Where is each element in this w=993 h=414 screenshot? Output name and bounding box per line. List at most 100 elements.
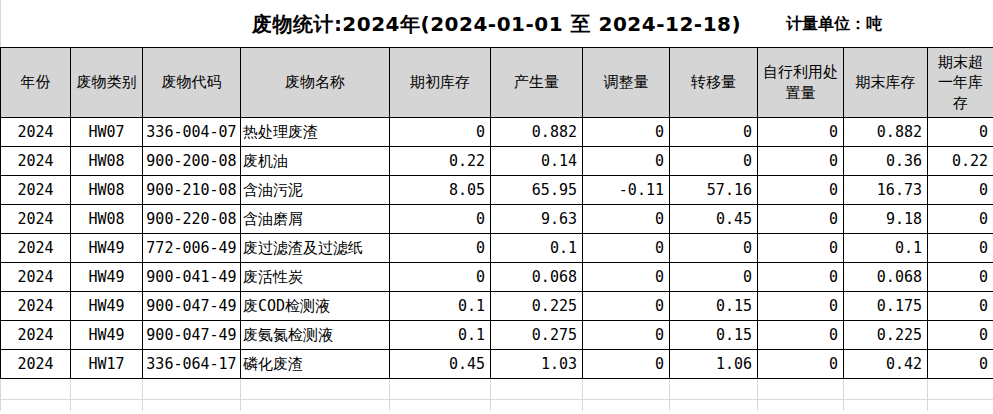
cell-closing-stock-over-one-year[interactable]: 0: [928, 205, 993, 234]
cell-generated-amount[interactable]: 0.14: [491, 147, 583, 176]
column-header-waste-category[interactable]: 废物类别: [71, 48, 143, 118]
cell-waste-name[interactable]: 废COD检测液: [241, 292, 390, 321]
cell-adjustment-amount[interactable]: 0: [583, 147, 670, 176]
cell-year[interactable]: 2024: [1, 147, 71, 176]
column-header-generated-amount[interactable]: 产生量: [491, 48, 583, 118]
cell-transferred-amount[interactable]: 0: [670, 118, 758, 147]
empty-cell[interactable]: [844, 399, 928, 411]
empty-cell[interactable]: [143, 399, 241, 411]
cell-waste-category[interactable]: HW08: [71, 147, 143, 176]
empty-cell[interactable]: [390, 399, 491, 411]
column-header-waste-code[interactable]: 废物代码: [143, 48, 241, 118]
cell-self-utilized-disposed-amount[interactable]: 0: [758, 176, 844, 205]
cell-closing-stock-over-one-year[interactable]: 0.22: [928, 147, 993, 176]
cell-adjustment-amount[interactable]: 0: [583, 292, 670, 321]
empty-cell[interactable]: [491, 379, 583, 399]
cell-closing-stock-over-one-year[interactable]: 0: [928, 118, 993, 147]
cell-waste-name[interactable]: 热处理废渣: [241, 118, 390, 147]
cell-opening-stock[interactable]: 0: [390, 234, 491, 263]
cell-adjustment-amount[interactable]: 0: [583, 263, 670, 292]
cell-self-utilized-disposed-amount[interactable]: 0: [758, 205, 844, 234]
cell-year[interactable]: 2024: [1, 321, 71, 350]
cell-opening-stock[interactable]: 0: [390, 205, 491, 234]
empty-cell[interactable]: [583, 379, 670, 399]
cell-transferred-amount[interactable]: 57.16: [670, 176, 758, 205]
empty-cell[interactable]: [143, 379, 241, 399]
cell-waste-name[interactable]: 含油磨屑: [241, 205, 390, 234]
cell-opening-stock[interactable]: 8.05: [390, 176, 491, 205]
empty-cell[interactable]: [1, 379, 71, 399]
cell-waste-name[interactable]: 废过滤渣及过滤纸: [241, 234, 390, 263]
cell-transferred-amount[interactable]: 1.06: [670, 350, 758, 379]
cell-year[interactable]: 2024: [1, 205, 71, 234]
cell-waste-code[interactable]: 900-041-49: [143, 263, 241, 292]
empty-cell[interactable]: [1, 399, 71, 411]
cell-waste-code[interactable]: 900-220-08: [143, 205, 241, 234]
empty-cell[interactable]: [241, 399, 390, 411]
cell-adjustment-amount[interactable]: -0.11: [583, 176, 670, 205]
cell-waste-code[interactable]: 900-210-08: [143, 176, 241, 205]
cell-self-utilized-disposed-amount[interactable]: 0: [758, 292, 844, 321]
empty-cell[interactable]: [758, 379, 844, 399]
cell-year[interactable]: 2024: [1, 118, 71, 147]
empty-cell[interactable]: [241, 379, 390, 399]
cell-year[interactable]: 2024: [1, 292, 71, 321]
cell-closing-stock[interactable]: 0.175: [844, 292, 928, 321]
cell-waste-category[interactable]: HW07: [71, 118, 143, 147]
cell-waste-code[interactable]: 900-047-49: [143, 321, 241, 350]
cell-waste-category[interactable]: HW08: [71, 205, 143, 234]
cell-waste-code[interactable]: 336-004-07: [143, 118, 241, 147]
cell-waste-category[interactable]: HW49: [71, 292, 143, 321]
cell-adjustment-amount[interactable]: 0: [583, 118, 670, 147]
cell-waste-category[interactable]: HW49: [71, 263, 143, 292]
cell-self-utilized-disposed-amount[interactable]: 0: [758, 350, 844, 379]
cell-generated-amount[interactable]: 0.068: [491, 263, 583, 292]
cell-closing-stock-over-one-year[interactable]: 0: [928, 234, 993, 263]
cell-waste-code[interactable]: 772-006-49: [143, 234, 241, 263]
cell-closing-stock[interactable]: 16.73: [844, 176, 928, 205]
cell-adjustment-amount[interactable]: 0: [583, 350, 670, 379]
cell-generated-amount[interactable]: 0.275: [491, 321, 583, 350]
cell-closing-stock[interactable]: 0.1: [844, 234, 928, 263]
cell-waste-name[interactable]: 废活性炭: [241, 263, 390, 292]
cell-generated-amount[interactable]: 1.03: [491, 350, 583, 379]
cell-opening-stock[interactable]: 0: [390, 118, 491, 147]
cell-waste-name[interactable]: 磷化废渣: [241, 350, 390, 379]
column-header-closing-stock[interactable]: 期末库存: [844, 48, 928, 118]
cell-generated-amount[interactable]: 65.95: [491, 176, 583, 205]
cell-adjustment-amount[interactable]: 0: [583, 234, 670, 263]
cell-year[interactable]: 2024: [1, 350, 71, 379]
empty-cell[interactable]: [928, 399, 993, 411]
empty-cell[interactable]: [71, 379, 143, 399]
empty-cell[interactable]: [928, 379, 993, 399]
empty-cell[interactable]: [491, 399, 583, 411]
cell-self-utilized-disposed-amount[interactable]: 0: [758, 263, 844, 292]
cell-opening-stock[interactable]: 0.1: [390, 292, 491, 321]
cell-year[interactable]: 2024: [1, 234, 71, 263]
cell-waste-name[interactable]: 含油污泥: [241, 176, 390, 205]
column-header-self-utilized-disposed-amount[interactable]: 自行利用处置量: [758, 48, 844, 118]
cell-waste-name[interactable]: 废机油: [241, 147, 390, 176]
empty-cell[interactable]: [71, 399, 143, 411]
cell-year[interactable]: 2024: [1, 176, 71, 205]
cell-opening-stock[interactable]: 0.1: [390, 321, 491, 350]
cell-generated-amount[interactable]: 0.1: [491, 234, 583, 263]
empty-cell[interactable]: [390, 379, 491, 399]
cell-closing-stock-over-one-year[interactable]: 0: [928, 263, 993, 292]
cell-closing-stock[interactable]: 0.068: [844, 263, 928, 292]
cell-waste-code[interactable]: 336-064-17: [143, 350, 241, 379]
cell-year[interactable]: 2024: [1, 263, 71, 292]
cell-closing-stock-over-one-year[interactable]: 0: [928, 350, 993, 379]
column-header-transferred-amount[interactable]: 转移量: [670, 48, 758, 118]
cell-self-utilized-disposed-amount[interactable]: 0: [758, 321, 844, 350]
cell-transferred-amount[interactable]: 0.15: [670, 292, 758, 321]
cell-opening-stock[interactable]: 0.22: [390, 147, 491, 176]
column-header-opening-stock[interactable]: 期初库存: [390, 48, 491, 118]
column-header-year[interactable]: 年份: [1, 48, 71, 118]
column-header-adjustment-amount[interactable]: 调整量: [583, 48, 670, 118]
cell-closing-stock[interactable]: 0.42: [844, 350, 928, 379]
cell-waste-category[interactable]: HW08: [71, 176, 143, 205]
cell-waste-code[interactable]: 900-200-08: [143, 147, 241, 176]
cell-closing-stock[interactable]: 0.225: [844, 321, 928, 350]
cell-generated-amount[interactable]: 9.63: [491, 205, 583, 234]
